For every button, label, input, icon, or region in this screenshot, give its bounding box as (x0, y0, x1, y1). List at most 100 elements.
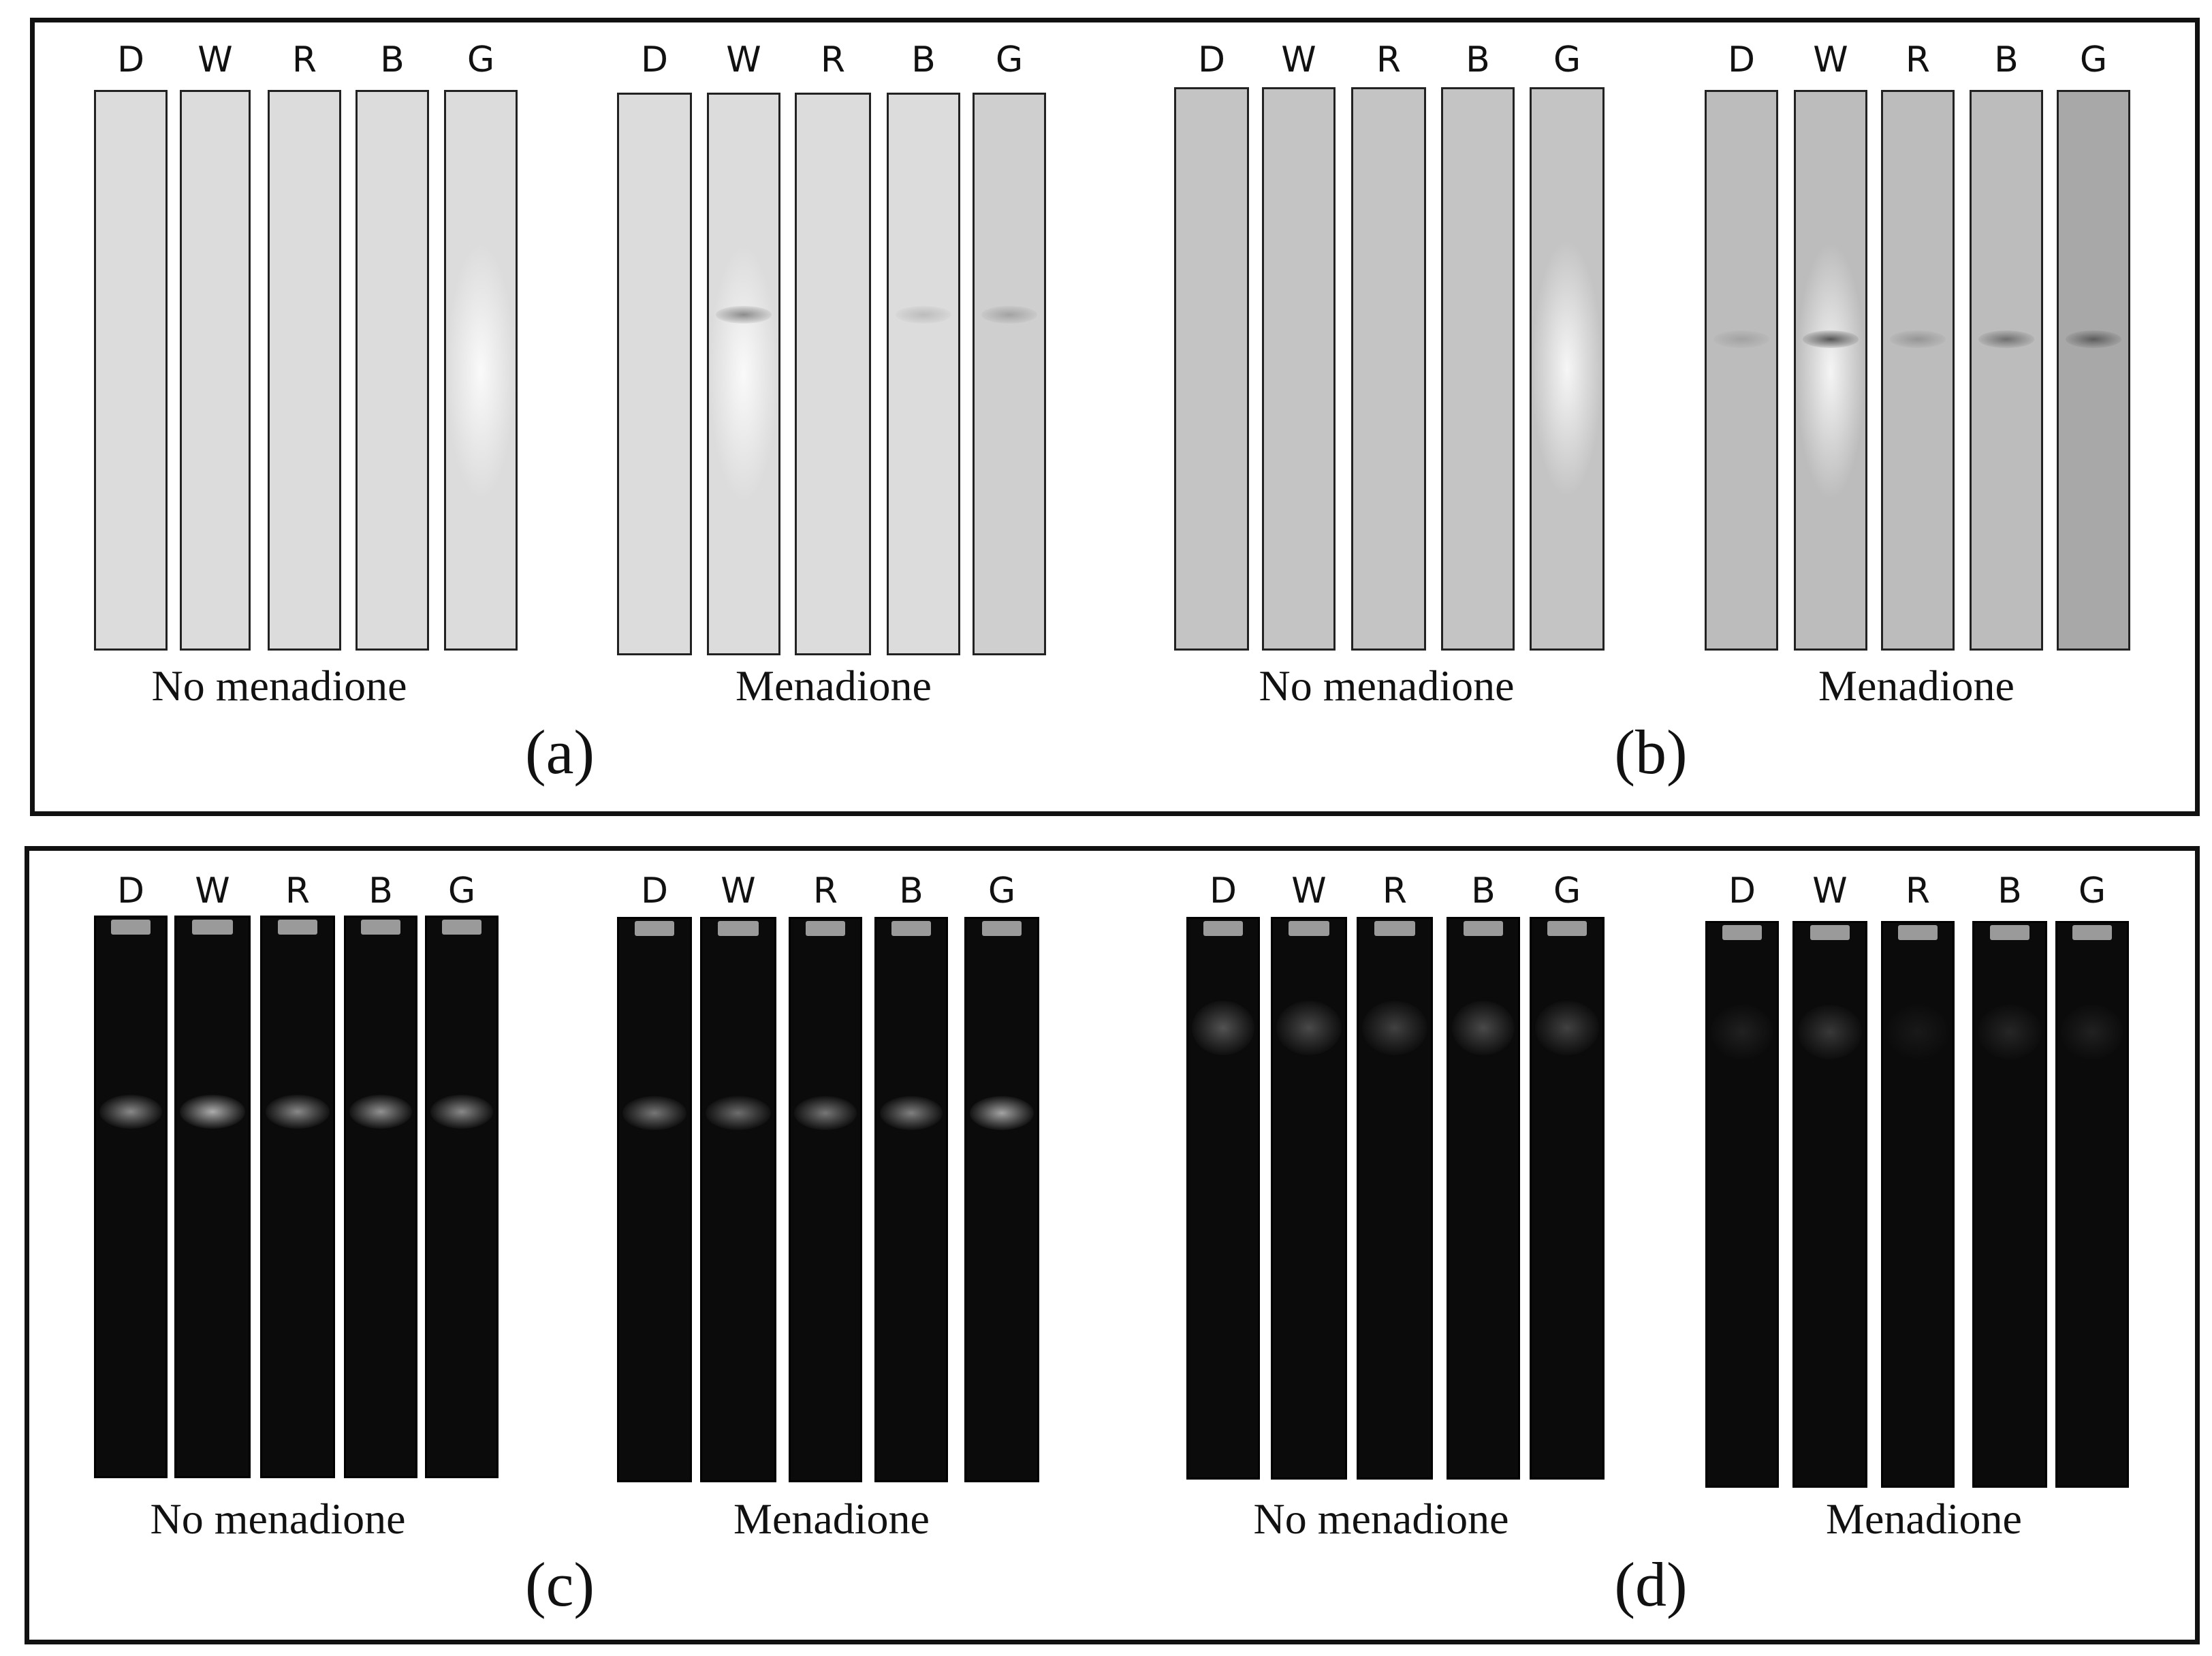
gel-band (896, 306, 951, 324)
gel-lane (1447, 917, 1520, 1480)
gel-lane (1271, 917, 1347, 1480)
lane-label: R (1905, 871, 1931, 911)
lane-label: B (1471, 871, 1496, 911)
gel-band (1711, 1005, 1773, 1059)
gel-well (1989, 925, 2030, 940)
gel-lane (2057, 90, 2130, 651)
lane-label: G (467, 40, 495, 80)
lane-label: D (640, 40, 669, 80)
gel-well (277, 920, 318, 935)
gel-glow (1532, 239, 1602, 498)
gel-band (880, 1096, 943, 1130)
gel-lane (700, 917, 776, 1482)
lane-label: D (1728, 871, 1756, 911)
gel-band (970, 1096, 1034, 1130)
gel-lane (1186, 917, 1260, 1480)
gel-lane (444, 90, 518, 651)
lane-label: W (1812, 871, 1848, 911)
gel-well (634, 921, 675, 936)
gel-lane (1972, 921, 2047, 1488)
gel-band (1890, 330, 1946, 348)
gel-band (716, 306, 772, 324)
gel-well (1547, 921, 1587, 936)
gel-lane (2055, 921, 2129, 1488)
lane-label: B (1994, 40, 2019, 80)
lane-label: R (812, 871, 838, 911)
gel-band (1362, 1001, 1427, 1055)
gel-band (1978, 1005, 2042, 1059)
gel-lane (964, 917, 1039, 1482)
condition-label: No menadione (1259, 661, 1515, 710)
gel-band (349, 1095, 412, 1129)
gel-glow (446, 242, 516, 501)
gel-well (442, 920, 481, 935)
lane-label: B (911, 40, 936, 80)
gel-band (1978, 330, 2034, 348)
gel-lane (1351, 87, 1426, 651)
panel-letter: (a) (524, 717, 595, 787)
lane-label: D (1727, 40, 1756, 80)
gel-well (1464, 921, 1503, 936)
gel-well (361, 920, 400, 935)
panel-letter: (d) (1614, 1550, 1688, 1619)
gel-lane (94, 916, 168, 1478)
gel-band (981, 306, 1037, 324)
gel-lane (356, 90, 429, 651)
gel-lane (1705, 921, 1779, 1488)
lane-label: W (198, 40, 233, 80)
lane-label: W (721, 871, 756, 911)
lane-label: B (899, 871, 923, 911)
gel-lane (789, 917, 862, 1482)
lane-label: W (1813, 40, 1848, 80)
gel-lane (1881, 90, 1955, 651)
gel-well (1203, 921, 1243, 936)
lane-label: B (1466, 40, 1490, 80)
gel-well (981, 921, 1022, 936)
lane-label: R (285, 871, 311, 911)
gel-lane (617, 917, 692, 1482)
lane-label: W (1291, 871, 1327, 911)
gel-glow (709, 245, 778, 503)
lane-label: W (1281, 40, 1316, 80)
gel-band (1276, 1001, 1342, 1055)
lane-label: D (116, 40, 145, 80)
condition-label: No menadione (150, 1495, 406, 1543)
panel-letter: (c) (524, 1550, 595, 1619)
gel-lane (1357, 917, 1433, 1480)
lane-label: D (1209, 871, 1237, 911)
gel-band (2061, 1005, 2123, 1059)
gel-band (1803, 330, 1859, 348)
gel-lane (887, 93, 960, 655)
condition-label: No menadione (1253, 1495, 1509, 1543)
lane-label: R (1376, 40, 1402, 80)
gel-lane (1881, 921, 1955, 1488)
gel-lane (617, 93, 692, 655)
gel-lane (268, 90, 341, 651)
gel-well (1810, 925, 1850, 940)
gel-well (192, 920, 233, 935)
lane-label: W (726, 40, 761, 80)
gel-lane (174, 916, 251, 1478)
gel-well (718, 921, 759, 936)
gel-band (1192, 1001, 1254, 1055)
gel-lane (973, 93, 1046, 655)
gel-lane (344, 916, 417, 1478)
lane-label: R (1382, 871, 1408, 911)
lane-label: W (195, 871, 230, 911)
lane-label: G (988, 871, 1016, 911)
condition-label: Menadione (1818, 661, 2014, 710)
gel-band (430, 1095, 493, 1129)
gel-band (1452, 1001, 1515, 1055)
lane-label: R (291, 40, 317, 80)
condition-label: Menadione (733, 1495, 930, 1543)
gel-band (180, 1095, 245, 1129)
condition-label: Menadione (736, 661, 932, 710)
lane-label: D (1197, 40, 1226, 80)
gel-well (1722, 925, 1762, 940)
lane-label: B (1997, 871, 2022, 911)
gel-lane (707, 93, 780, 655)
gel-band (1535, 1001, 1599, 1055)
gel-band (99, 1095, 162, 1129)
gel-well (1374, 921, 1415, 936)
gel-well (1289, 921, 1329, 936)
